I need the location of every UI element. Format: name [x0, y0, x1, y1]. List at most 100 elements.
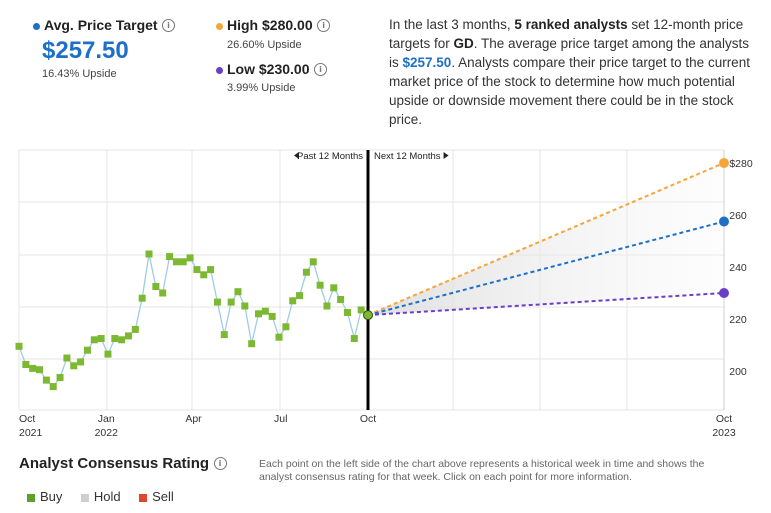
- price-point[interactable]: [350, 335, 358, 342]
- legend-sell[interactable]: Sell: [139, 489, 174, 504]
- price-point[interactable]: [77, 358, 85, 366]
- high-dot-icon: [216, 23, 223, 30]
- price-point[interactable]: [337, 296, 345, 303]
- chart-grid: [18, 149, 725, 411]
- price-point[interactable]: [70, 362, 78, 370]
- price-target-description: In the last 3 months, 5 ranked analysts …: [389, 17, 750, 127]
- price-points[interactable]: [15, 250, 365, 391]
- y-tick-label: 220: [729, 314, 747, 326]
- price-point[interactable]: [261, 307, 269, 315]
- x-tick-year: 2021: [19, 427, 43, 439]
- price-point[interactable]: [309, 258, 317, 266]
- price-point[interactable]: [316, 281, 324, 289]
- price-point[interactable]: [15, 342, 23, 350]
- price-point[interactable]: [104, 350, 112, 358]
- high-upside: 26.60% Upside: [227, 39, 302, 51]
- hold-swatch-icon: [80, 493, 89, 502]
- price-point[interactable]: [49, 383, 57, 391]
- info-icon[interactable]: i: [162, 19, 176, 33]
- price-point[interactable]: [220, 331, 228, 339]
- price-point[interactable]: [56, 374, 64, 381]
- price-point[interactable]: [289, 297, 297, 305]
- price-point[interactable]: [97, 335, 105, 342]
- consensus-legend: Buy Hold Sell: [27, 488, 174, 506]
- low-upside: 3.99% Upside: [227, 82, 296, 94]
- price-point[interactable]: [63, 354, 71, 362]
- price-point[interactable]: [90, 336, 98, 344]
- price-point[interactable]: [193, 266, 201, 274]
- current-price-dot: [363, 310, 373, 321]
- price-point[interactable]: [255, 310, 263, 318]
- price-point[interactable]: [22, 361, 30, 368]
- consensus-title: Analyst Consensus Rating i: [19, 455, 227, 473]
- price-point[interactable]: [323, 302, 331, 310]
- y-tick-label-top: $280: [729, 158, 753, 170]
- target-dots[interactable]: [719, 158, 729, 298]
- price-point[interactable]: [118, 336, 126, 344]
- price-point[interactable]: [29, 364, 37, 372]
- y-axis-labels: 200 220 240 260 $280: [729, 158, 753, 378]
- info-icon[interactable]: i: [317, 19, 331, 33]
- avg-dot-icon: [33, 23, 40, 30]
- price-point[interactable]: [343, 309, 351, 316]
- price-point[interactable]: [207, 266, 215, 274]
- target-dot-low[interactable]: [719, 288, 729, 298]
- price-point[interactable]: [166, 253, 174, 261]
- legend-buy[interactable]: Buy: [27, 489, 62, 504]
- price-point[interactable]: [83, 346, 91, 354]
- x-tick-month: Oct: [19, 413, 35, 425]
- y-tick-label: 260: [729, 210, 747, 222]
- price-point[interactable]: [268, 312, 276, 320]
- price-point[interactable]: [152, 283, 160, 290]
- low-price-target-label: Low $230.00 i: [216, 61, 327, 79]
- price-point[interactable]: [275, 333, 283, 341]
- price-point[interactable]: [357, 306, 365, 314]
- price-point[interactable]: [282, 323, 290, 331]
- target-dot-average[interactable]: [719, 216, 729, 227]
- x-tick-year: 2023: [712, 427, 736, 439]
- low-dot-icon: [216, 67, 223, 74]
- target-line-high: [367, 162, 725, 317]
- price-point[interactable]: [186, 254, 194, 262]
- price-point[interactable]: [179, 258, 187, 266]
- target-dot-high[interactable]: [719, 158, 729, 168]
- x-axis-labels: Oct 2021 Jan 2022 Apr Jul Oct Oct 2023: [19, 413, 736, 439]
- target-line-low: [367, 292, 725, 317]
- price-point[interactable]: [42, 376, 50, 384]
- past-12-months-label: Past 12 Months: [297, 151, 363, 162]
- target-lines: [367, 162, 725, 317]
- price-point[interactable]: [241, 302, 249, 310]
- avg-price-target-label: Avg. Price Target i: [33, 17, 176, 35]
- price-point[interactable]: [159, 289, 167, 297]
- price-point[interactable]: [213, 298, 221, 306]
- price-point[interactable]: [131, 325, 139, 333]
- avg-upside: 16.43% Upside: [42, 68, 117, 80]
- buy-swatch-icon: [27, 493, 35, 502]
- price-point[interactable]: [227, 298, 235, 306]
- price-point[interactable]: [145, 250, 153, 258]
- consensus-note: Each point on the left side of the chart…: [259, 458, 705, 483]
- info-icon[interactable]: i: [313, 63, 327, 77]
- info-icon[interactable]: i: [213, 457, 227, 471]
- price-point[interactable]: [296, 292, 304, 300]
- price-point[interactable]: [36, 366, 44, 374]
- legend-hold[interactable]: Hold: [80, 489, 121, 504]
- price-point[interactable]: [124, 332, 132, 340]
- sell-swatch-icon: [139, 493, 148, 502]
- price-point[interactable]: [200, 271, 208, 279]
- price-point[interactable]: [302, 268, 310, 276]
- avg-price-target-value: $257.50: [42, 37, 129, 64]
- high-price-target-label: High $280.00 i: [216, 17, 331, 35]
- x-tick-month: Oct: [360, 413, 376, 425]
- left-arrow-icon: [293, 152, 299, 159]
- y-tick-label: 200: [729, 366, 747, 378]
- x-tick-year: 2022: [95, 427, 119, 439]
- price-point[interactable]: [234, 288, 242, 296]
- price-point[interactable]: [248, 340, 256, 348]
- price-point[interactable]: [330, 284, 338, 292]
- price-point[interactable]: [172, 258, 180, 266]
- x-tick-month: Oct: [716, 413, 732, 425]
- price-point[interactable]: [111, 335, 119, 342]
- price-point[interactable]: [138, 294, 146, 302]
